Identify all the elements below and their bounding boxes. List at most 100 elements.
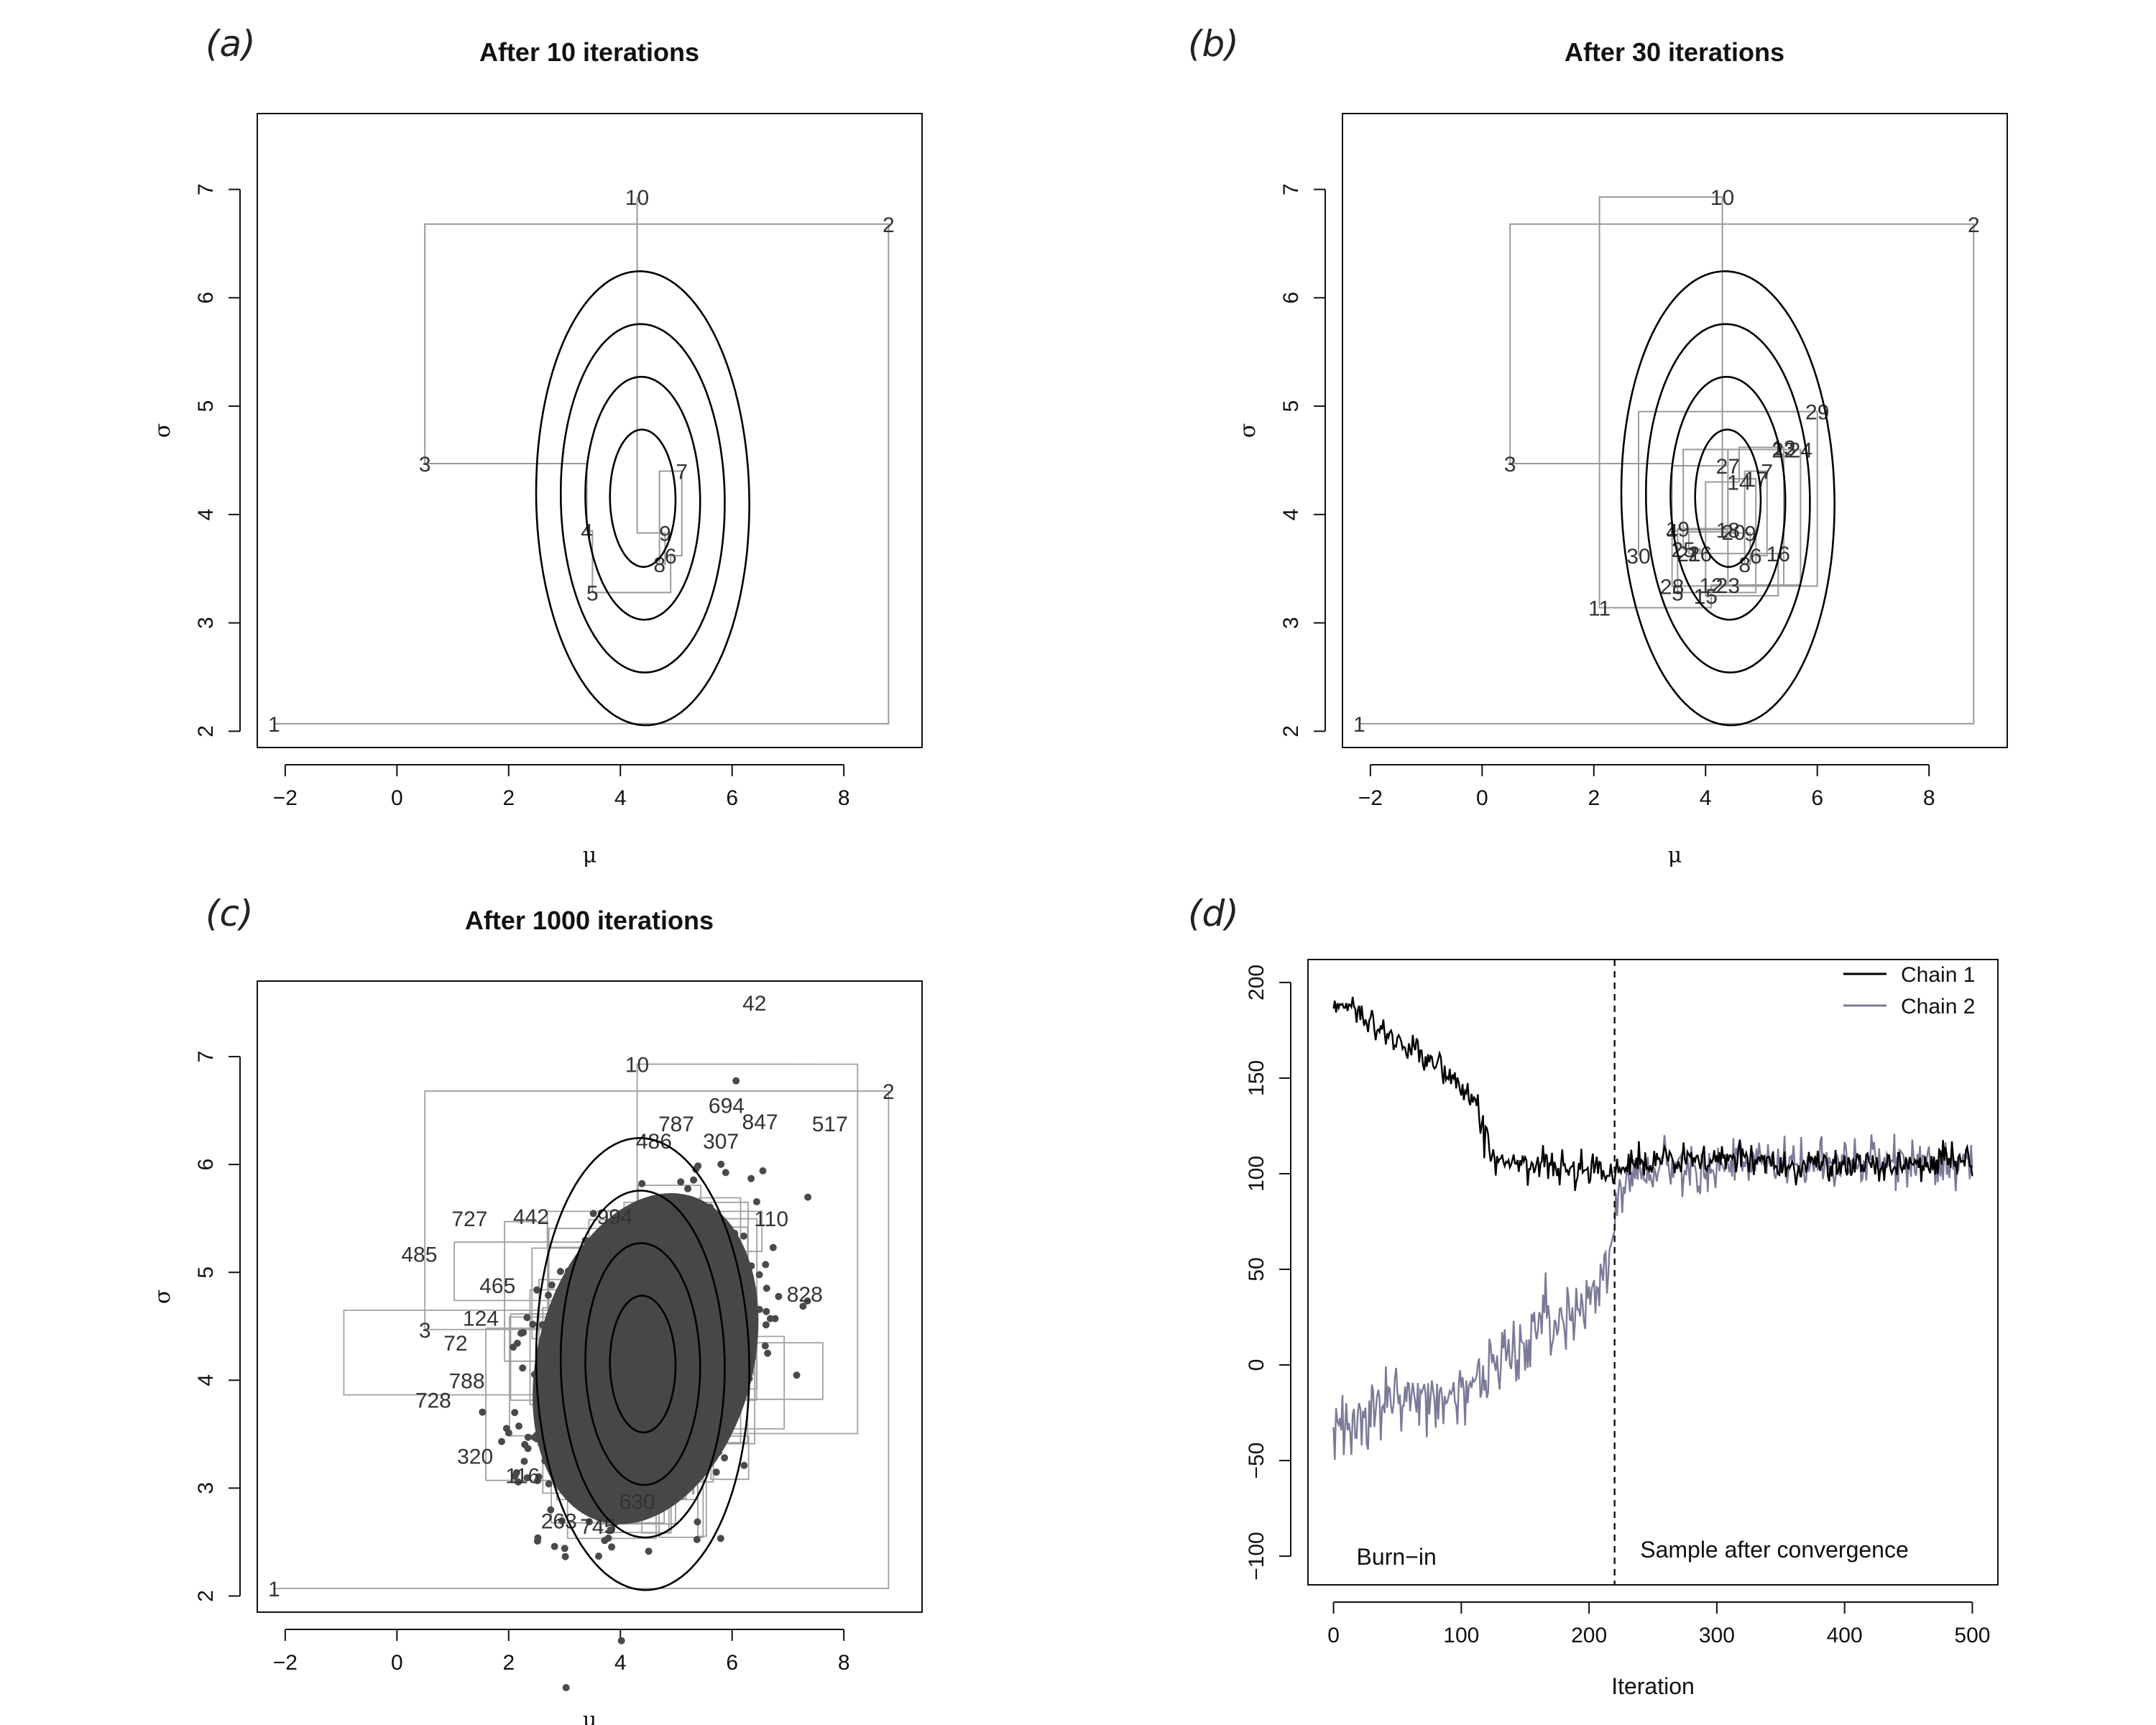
sample-point [747, 1174, 755, 1182]
contour-2 [584, 376, 701, 621]
sample-point [803, 1297, 811, 1305]
plot-frame [1342, 113, 2008, 748]
sample-point [562, 1684, 570, 1691]
contour-1 [609, 1294, 677, 1434]
convergence-annotation: Sample after convergence [1640, 1537, 1909, 1563]
sample-label: 994 [596, 1205, 632, 1229]
panel-3-axes: 0 100 200 300 400 500 −100 −50 0 50 100 150 200 Itera… [1188, 893, 1999, 1699]
y-tick-label: 0 [1245, 1359, 1268, 1371]
x-tick-label: −2 [273, 786, 298, 810]
x-tick-label: 400 [1827, 1624, 1863, 1647]
x-axis-label: μ [1668, 843, 1682, 868]
sample-label: 465 [479, 1274, 515, 1298]
y-tick-label: 150 [1245, 1060, 1268, 1096]
sample-point [732, 1077, 740, 1085]
sample-label: 727 [451, 1208, 487, 1231]
contour-3 [559, 323, 726, 673]
sample-label: 26 [1688, 543, 1712, 566]
sample-label: 828 [787, 1283, 823, 1307]
sample-point [534, 1477, 542, 1484]
sample-point [717, 1160, 725, 1168]
sample-point [684, 1184, 692, 1192]
y-tick-label: 7 [194, 1051, 218, 1063]
y-axis-label: σ [150, 1289, 175, 1304]
sample-point [511, 1472, 519, 1480]
contour-4 [1620, 270, 1836, 727]
sample-point [694, 1518, 701, 1526]
panel-letter: (a) [206, 23, 256, 65]
x-axis-label: μ [583, 843, 597, 868]
y-tick-label: 6 [1279, 292, 1303, 304]
x-tick-label: 500 [1954, 1624, 1990, 1647]
x-tick-label: 0 [1476, 786, 1488, 810]
sample-label: 124 [463, 1307, 499, 1330]
contour-1 [609, 428, 677, 568]
contour-4 [535, 270, 751, 727]
sample-label: 320 [457, 1445, 493, 1468]
sample-label: 1 [268, 1578, 280, 1601]
plot-frame [257, 113, 923, 748]
sample-point [607, 1526, 614, 1534]
y-tick-label: 7 [1279, 183, 1303, 196]
burn-in-annotation: Burn−in [1357, 1544, 1437, 1570]
sample-label: 30 [1626, 545, 1650, 569]
sample-label: 12 [1699, 574, 1723, 598]
sample-point [645, 1547, 653, 1555]
x-tick-label: 100 [1443, 1624, 1479, 1647]
sample-label: 9 [1744, 522, 1756, 546]
sample-point [764, 1349, 772, 1357]
panel-letter: (d) [1188, 893, 1239, 934]
sample-point [638, 1179, 646, 1187]
x-tick-label: 0 [391, 1651, 403, 1675]
sample-label: 847 [742, 1110, 778, 1134]
sampler-path [274, 197, 890, 724]
sample-label: 24 [1789, 438, 1812, 462]
x-tick-label: 0 [1327, 1624, 1340, 1647]
sample-label: 10 [1710, 186, 1734, 210]
sample-point [740, 1461, 748, 1469]
sample-point [762, 1261, 770, 1269]
sample-label: 17 [1744, 468, 1768, 492]
sampler-path [1359, 196, 1975, 724]
sample-label: 694 [709, 1095, 745, 1118]
sample-point [519, 1364, 527, 1372]
x-tick-label: 6 [726, 786, 738, 810]
y-tick-label: 3 [194, 1482, 218, 1494]
sample-point [515, 1422, 522, 1430]
y-tick-label: 5 [194, 1266, 218, 1279]
x-axis-label: Iteration [1611, 1673, 1695, 1699]
sample-point [520, 1458, 528, 1466]
sample-point [545, 1292, 552, 1300]
x-tick-label: 300 [1699, 1624, 1735, 1647]
sample-point [693, 1536, 701, 1543]
sample-label: 485 [401, 1243, 437, 1267]
sample-point [530, 1433, 538, 1441]
panel-title: After 10 iterations [479, 37, 699, 67]
sample-point [595, 1552, 602, 1560]
panel-letter: (c) [206, 893, 254, 934]
sample-label: 630 [619, 1490, 655, 1514]
sample-label: 22 [1772, 438, 1795, 462]
y-tick-label: 100 [1245, 1156, 1268, 1192]
x-tick-label: 6 [1811, 786, 1823, 810]
sample-label: 3 [419, 453, 431, 477]
x-tick-label: 4 [614, 786, 627, 810]
sample-point [548, 1281, 556, 1289]
sample-label: 787 [658, 1113, 694, 1136]
sample-point [762, 1321, 770, 1329]
sample-point [529, 1320, 537, 1328]
chain-1-line [1332, 996, 1973, 1192]
sample-label: 42 [742, 992, 766, 1016]
contour-1 [1694, 428, 1762, 568]
sample-point [601, 1537, 609, 1545]
y-tick-label: −50 [1245, 1443, 1268, 1479]
x-tick-label: 0 [391, 786, 403, 810]
sample-point [722, 1169, 729, 1177]
sample-label: 23 [1716, 574, 1740, 598]
sample-label: 2 [1968, 213, 1980, 237]
x-tick-label: 6 [726, 1651, 738, 1675]
panel-letter: (b) [1188, 23, 1239, 65]
